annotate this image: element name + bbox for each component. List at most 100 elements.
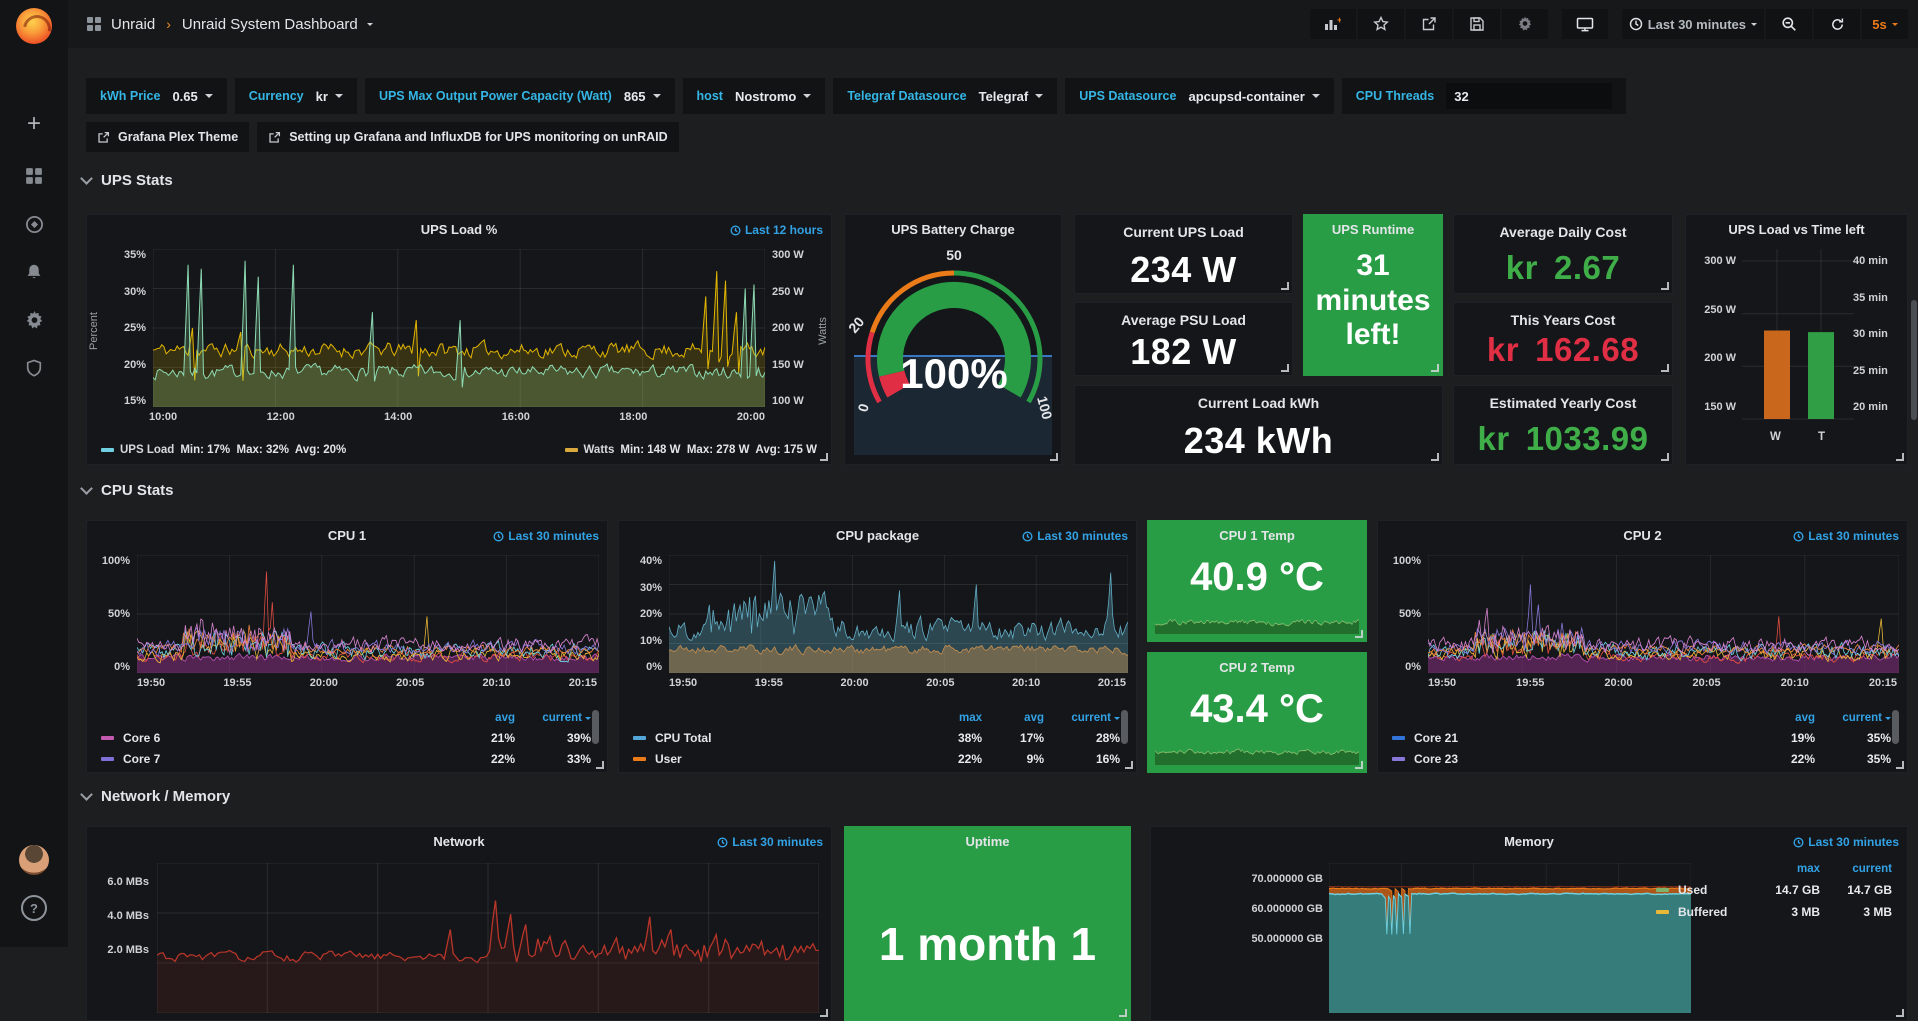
panel-memory: Memory Last 30 minutes 70.000000 GB 60.0…: [1150, 826, 1908, 1021]
apps-grid-icon[interactable]: [86, 16, 102, 32]
variable-ups-max-output[interactable]: UPS Max Output Power Capacity (Watt) 865: [365, 78, 675, 114]
panel-time-range[interactable]: Last 30 minutes: [717, 835, 823, 849]
cpu2-plot[interactable]: [1428, 555, 1899, 673]
tick-label: 20:15: [569, 677, 597, 689]
refresh-interval-picker[interactable]: 5s: [1862, 9, 1908, 39]
panel-title[interactable]: UPS Runtime: [1304, 222, 1442, 237]
add-panel-icon: +: [1324, 16, 1341, 32]
legend-header[interactable]: current: [1044, 712, 1120, 724]
legend-header[interactable]: avg: [453, 712, 515, 724]
ups-load-plot[interactable]: [153, 249, 765, 407]
help-button[interactable]: ?: [0, 888, 68, 928]
save-button[interactable]: [1454, 9, 1500, 39]
dashboard-caret-icon[interactable]: [367, 23, 373, 26]
panel-title[interactable]: Current Load kWh: [1075, 395, 1442, 411]
legend-series-name[interactable]: User: [633, 752, 920, 766]
legend-item[interactable]: Watts Min: 148 W Max: 278 W Avg: 175 W: [565, 444, 818, 456]
cpu1-plot[interactable]: [137, 555, 599, 673]
y-axis: 40%30%20%10%0%: [629, 555, 669, 673]
section-cpu-stats[interactable]: CPU Stats: [82, 482, 174, 499]
legend-header[interactable]: max: [920, 712, 982, 724]
bars-plot[interactable]: [1742, 249, 1854, 427]
network-plot[interactable]: [157, 863, 819, 1013]
legend-series-name[interactable]: Core 21: [1392, 731, 1753, 745]
memory-plot[interactable]: [1329, 863, 1691, 1013]
star-button[interactable]: [1358, 9, 1404, 39]
tick-label: 20%: [113, 359, 146, 371]
legend-series-name[interactable]: Buffered: [1656, 905, 1748, 919]
panel-time-range[interactable]: Last 12 hours: [730, 223, 823, 237]
legend-header[interactable]: avg: [982, 712, 1044, 724]
panel-title[interactable]: Current UPS Load: [1075, 224, 1292, 240]
cpu1-legend: avg current Core 6 21% 39% Core 7 22% 33…: [101, 712, 591, 766]
panel-title[interactable]: Average Daily Cost: [1454, 224, 1672, 240]
cpu-threads-input[interactable]: [1446, 83, 1612, 109]
tv-cycle-button[interactable]: [1562, 9, 1608, 39]
section-network-memory[interactable]: Network / Memory: [82, 788, 230, 805]
legend-series-name[interactable]: Core 7: [101, 752, 453, 766]
zoom-out-button[interactable]: [1766, 9, 1812, 39]
share-button[interactable]: [1406, 9, 1452, 39]
page-scrollbar[interactable]: [1911, 300, 1917, 420]
legend-header[interactable]: avg: [1753, 712, 1815, 724]
dashboard-settings-button[interactable]: [1502, 9, 1548, 39]
panel-title[interactable]: CPU 1 Temp: [1148, 528, 1366, 543]
legend-series-name[interactable]: CPU Total: [633, 731, 920, 745]
panel-title[interactable]: CPU 2 Temp: [1148, 660, 1366, 675]
sidebar-item-dashboards[interactable]: [0, 156, 68, 196]
panel-time-range[interactable]: Last 30 minutes: [493, 529, 599, 543]
panel-title[interactable]: Average PSU Load: [1075, 312, 1292, 328]
panel-title[interactable]: UPS Load vs Time left: [1686, 222, 1907, 237]
variable-ups-datasource[interactable]: UPS Datasource apcupsd-container: [1065, 78, 1334, 114]
tick-label: 19:50: [137, 677, 165, 689]
variable-currency[interactable]: Currency kr: [235, 78, 357, 114]
legend-value: 35%: [1815, 731, 1891, 745]
legend-header[interactable]: max: [1748, 863, 1820, 875]
panel-time-range[interactable]: Last 30 minutes: [1022, 529, 1128, 543]
panel-title[interactable]: This Years Cost: [1454, 312, 1672, 328]
link-ups-monitoring-guide[interactable]: Setting up Grafana and InfluxDB for UPS …: [257, 122, 678, 152]
breadcrumb-root[interactable]: Unraid: [111, 16, 155, 33]
sidebar-item-server-admin[interactable]: [0, 348, 68, 388]
tick-label: 20:05: [396, 677, 424, 689]
legend-header[interactable]: current: [515, 712, 591, 724]
user-avatar[interactable]: [0, 840, 68, 880]
section-ups-stats[interactable]: UPS Stats: [82, 172, 173, 189]
legend-scrollbar[interactable]: [1892, 710, 1899, 744]
refresh-button[interactable]: [1814, 9, 1860, 39]
legend-header[interactable]: current: [1820, 863, 1892, 875]
link-grafana-plex-theme[interactable]: Grafana Plex Theme: [86, 122, 249, 152]
sidebar-item-alerting[interactable]: [0, 252, 68, 292]
add-panel-button[interactable]: +: [1310, 9, 1356, 39]
legend-scrollbar[interactable]: [592, 710, 599, 744]
legend-series-name[interactable]: Core 6: [101, 731, 453, 745]
legend-scrollbar[interactable]: [1121, 710, 1128, 744]
breadcrumb-current[interactable]: Unraid System Dashboard: [182, 16, 358, 33]
legend-series-name[interactable]: Used: [1656, 883, 1748, 897]
tick-label: 300 W: [772, 249, 809, 261]
sidebar-item-create[interactable]: +: [0, 104, 68, 144]
panel-title[interactable]: UPS Battery Charge: [845, 222, 1061, 237]
panel-title[interactable]: UPS Load %: [87, 222, 831, 237]
panel-time-range[interactable]: Last 30 minutes: [1793, 529, 1899, 543]
legend-series-name[interactable]: Core 23: [1392, 752, 1753, 766]
panel-title[interactable]: Estimated Yearly Cost: [1454, 395, 1672, 411]
legend-value: 3 MB: [1820, 905, 1892, 919]
variable-kwh-price[interactable]: kWh Price 0.65: [86, 78, 227, 114]
grafana-logo-icon[interactable]: [0, 4, 68, 48]
sidebar-item-configuration[interactable]: [0, 300, 68, 340]
cpu-package-plot[interactable]: [669, 555, 1128, 673]
sidebar-item-explore[interactable]: [0, 204, 68, 244]
legend-header[interactable]: current: [1815, 712, 1891, 724]
variable-host[interactable]: host Nostromo: [683, 78, 826, 114]
panel-time-range[interactable]: Last 30 minutes: [1793, 835, 1899, 849]
variable-label: UPS Max Output Power Capacity (Watt): [379, 89, 612, 103]
time-range-picker[interactable]: Last 30 minutes: [1622, 9, 1764, 39]
legend-item[interactable]: UPS Load Min: 17% Max: 32% Avg: 20%: [101, 444, 346, 456]
variable-telegraf-datasource[interactable]: Telegraf Datasource Telegraf: [833, 78, 1057, 114]
y-tick: 4.0 MBs: [93, 910, 149, 922]
panel-title[interactable]: Uptime: [845, 834, 1130, 849]
